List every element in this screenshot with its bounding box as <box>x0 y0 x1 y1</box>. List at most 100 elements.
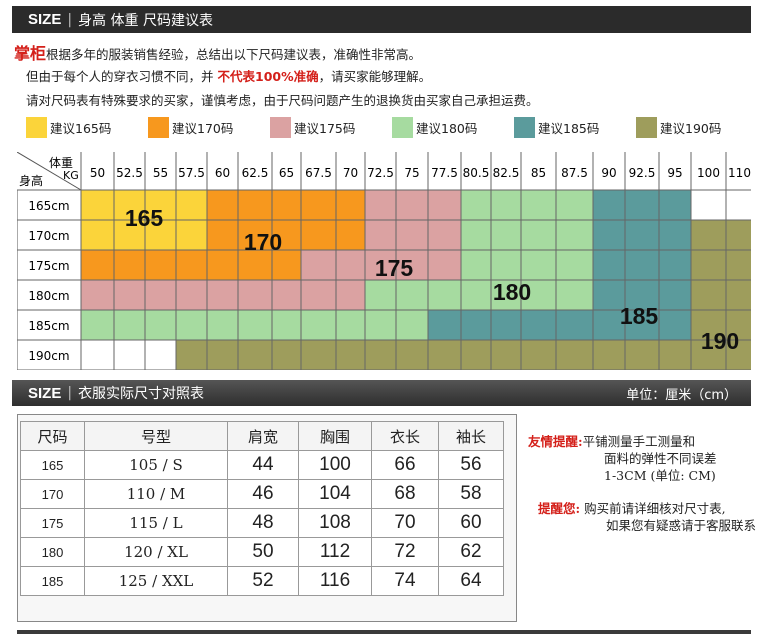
grid-cell <box>625 190 659 220</box>
tip-reminder: 友情提醒:平铺测量手工测量和 面料的弹性不同误差 1-3CM (单位: CM) <box>528 433 717 484</box>
size-table-cell: 116 <box>298 566 372 596</box>
weight-header: 50 <box>90 166 105 180</box>
legend-swatch <box>148 117 169 138</box>
grid-cell <box>491 340 521 370</box>
weight-header: 70 <box>343 166 358 180</box>
color-legend: 建议165码 建议170码 建议175码 建议180码 建议185码 建议190码 <box>26 117 758 138</box>
grid-cell <box>625 280 659 310</box>
grid-cell <box>207 280 238 310</box>
size-table-cell: 100 <box>298 450 372 480</box>
grid-cell <box>521 250 556 280</box>
legend-item: 建议180码 <box>392 117 514 138</box>
grid-cell <box>301 220 336 250</box>
size-table: 尺码 号型 肩宽 胸围 衣长 袖长 165 105 / S 44 100 66 56 170 110 / … <box>20 421 504 596</box>
size-overlay-label: 185 <box>620 303 659 329</box>
grid-cell <box>396 280 428 310</box>
grid-cell <box>176 220 207 250</box>
grid-cell <box>593 280 625 310</box>
grid-cell <box>659 190 691 220</box>
size-table-header: 胸围 <box>298 421 372 451</box>
grid-cell <box>207 310 238 340</box>
tip2-line1: 购买前请详细核对尺寸表, <box>584 501 726 516</box>
weight-header: 67.5 <box>305 166 332 180</box>
size-table-cell: 180 <box>20 537 85 567</box>
grid-cell <box>176 250 207 280</box>
grid-cell <box>365 280 396 310</box>
corner-weight-label: 体重 <box>49 156 73 170</box>
grid-cell <box>365 250 396 280</box>
weight-header: 52.5 <box>116 166 143 180</box>
size-table-cell: 105 / S <box>84 450 228 480</box>
grid-cell <box>726 340 751 370</box>
height-header: 190cm <box>28 349 69 363</box>
grid-cell <box>491 190 521 220</box>
legend-item: 建议175码 <box>270 117 392 138</box>
grid-cell <box>491 310 521 340</box>
grid-cell <box>336 220 365 250</box>
grid-cell <box>238 340 272 370</box>
size-table-cell: 52 <box>227 566 299 596</box>
grid-cell <box>556 340 593 370</box>
size-table-header: 肩宽 <box>227 421 299 451</box>
grid-cell <box>521 280 556 310</box>
legend-item: 建议165码 <box>26 117 148 138</box>
size-table-cell: 108 <box>298 508 372 538</box>
size-table-cell: 125 / XXL <box>84 566 228 596</box>
grid-cell <box>726 280 751 310</box>
size-word: SIZE <box>28 11 62 28</box>
grid-cell <box>556 310 593 340</box>
size-word-2: SIZE <box>28 384 62 402</box>
grid-cell <box>207 250 238 280</box>
legend-item: 建议185码 <box>514 117 636 138</box>
grid-cell <box>365 220 396 250</box>
intro-text-1: 根据多年的服装销售经验，总结出以下尺码建议表，准确性非常高。 <box>46 47 422 62</box>
legend-swatch <box>392 117 413 138</box>
weight-header: 92.5 <box>629 166 656 180</box>
grid-cell <box>81 310 114 340</box>
grid-cell <box>726 250 751 280</box>
grid-cell <box>114 220 145 250</box>
grid-cell <box>114 340 145 370</box>
grid-cell <box>176 310 207 340</box>
grid-cell <box>461 310 491 340</box>
grid-cell <box>81 220 114 250</box>
grid-cell <box>145 250 176 280</box>
header-row-bg <box>17 152 751 190</box>
size-table-cell: 44 <box>227 450 299 480</box>
size-table-cell: 170 <box>20 479 85 509</box>
weight-header: 77.5 <box>431 166 458 180</box>
grid-cell <box>365 310 396 340</box>
grid-cell <box>114 310 145 340</box>
grid-cell <box>396 340 428 370</box>
tip2-label: 提醒您: <box>538 501 581 516</box>
grid-cell <box>691 340 726 370</box>
legend-label: 建议175码 <box>294 121 356 136</box>
size-table-cell: 56 <box>438 450 504 480</box>
size-table-header: 号型 <box>84 421 228 451</box>
size-overlay-label: 175 <box>375 255 414 281</box>
grid-cell <box>428 310 461 340</box>
grid-cell <box>81 190 114 220</box>
tip1-line1: 平铺测量手工测量和 <box>582 434 696 449</box>
size-table-cell: 120 / XL <box>84 537 228 567</box>
grid-cell <box>238 310 272 340</box>
grid-cell <box>521 340 556 370</box>
size-table-cell: 58 <box>438 479 504 509</box>
grid-cell <box>114 190 145 220</box>
tip2-line2: 如果您有疑惑请于客服联系 <box>606 518 757 533</box>
accuracy-warning: 不代表100%准确 <box>217 69 319 84</box>
grid-cell <box>593 220 625 250</box>
grid-cell <box>428 220 461 250</box>
size-table-row: 185 125 / XXL 52 116 74 64 <box>20 566 504 596</box>
size-table-row: 165 105 / S 44 100 66 56 <box>20 450 504 480</box>
weight-header: 55 <box>153 166 168 180</box>
grid-cell <box>593 250 625 280</box>
grid-cell <box>145 340 176 370</box>
weight-header: 100 <box>697 166 720 180</box>
grid-cell <box>556 190 593 220</box>
grid-cell <box>365 340 396 370</box>
grid-cell <box>428 190 461 220</box>
height-header: 180cm <box>28 289 69 303</box>
legend-item: 建议170码 <box>148 117 270 138</box>
weight-header: 95 <box>667 166 682 180</box>
